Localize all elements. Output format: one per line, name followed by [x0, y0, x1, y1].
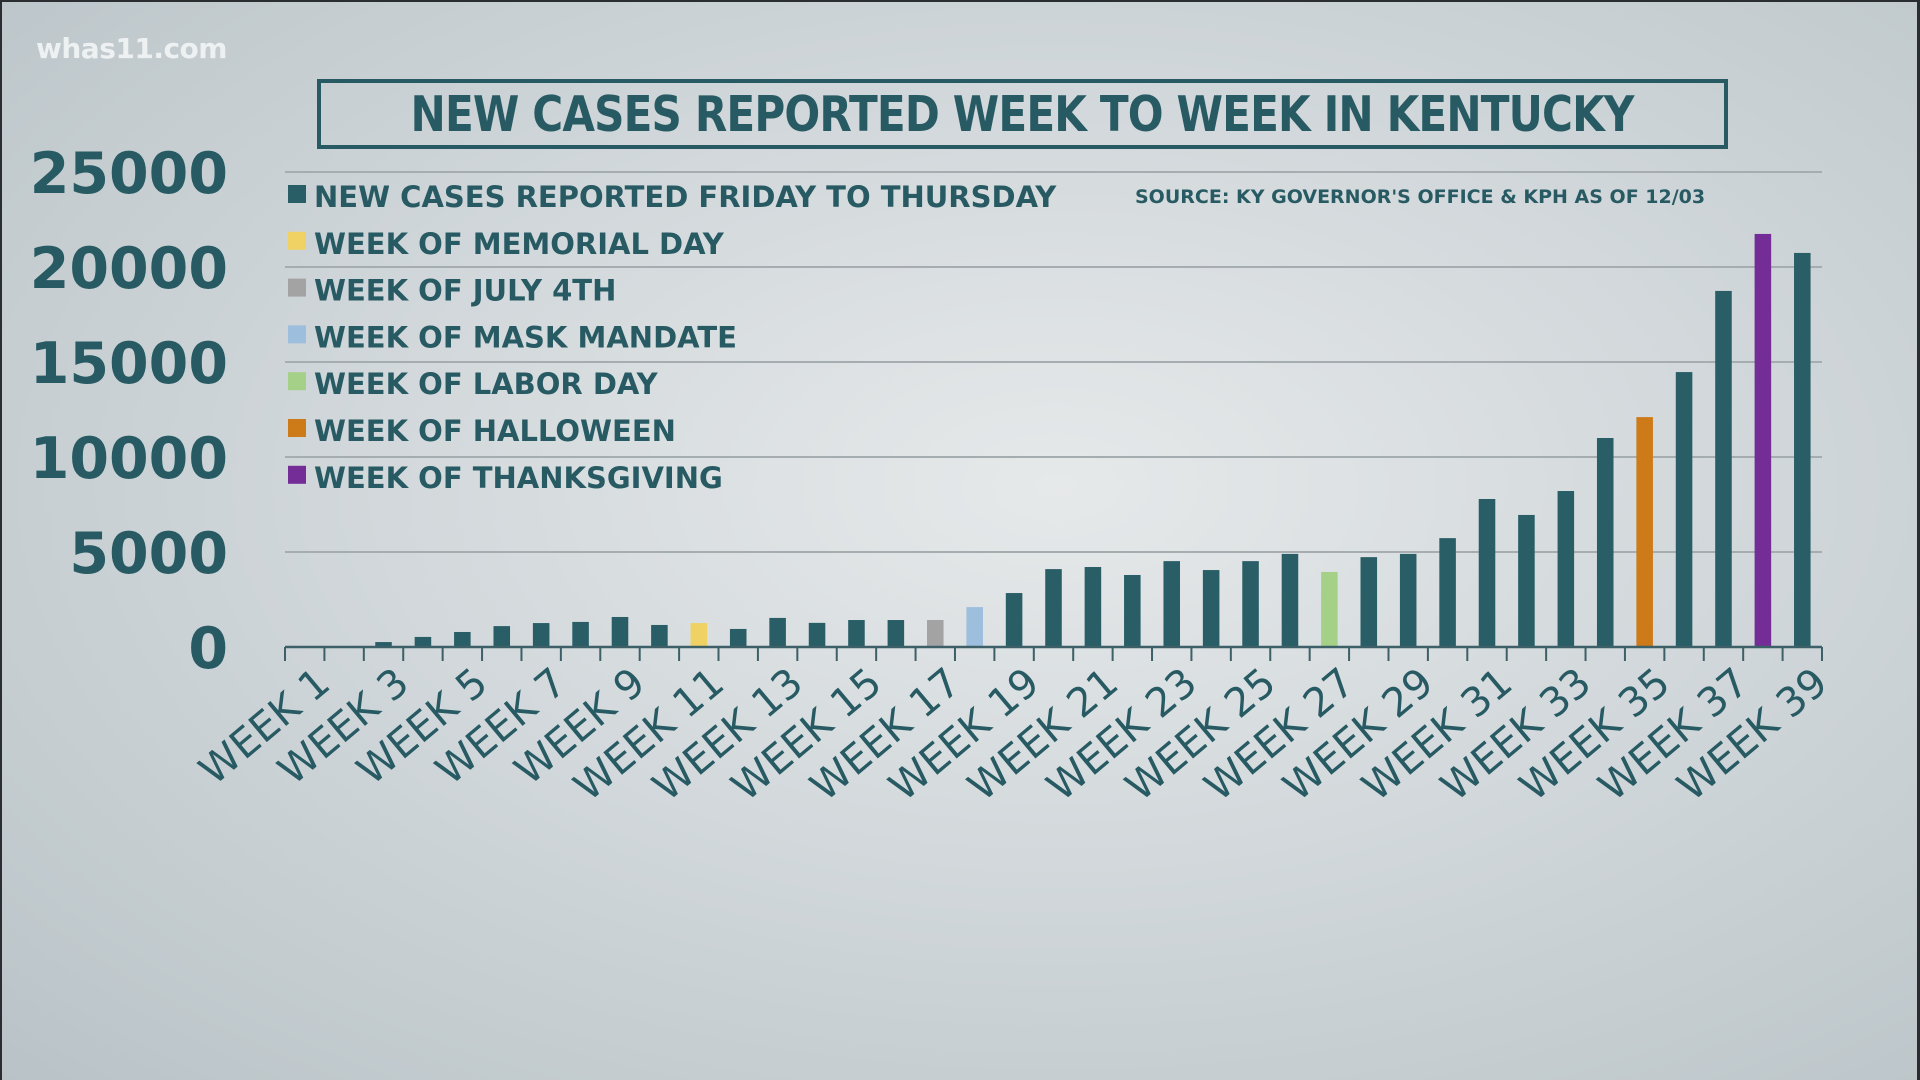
legend-swatch	[288, 372, 306, 391]
legend-label: WEEK OF MEMORIAL DAY	[314, 227, 725, 261]
y-tick-label: 5000	[69, 521, 228, 587]
legend-item-memorial: WEEK OF MEMORIAL DAY	[288, 227, 725, 261]
legend-swatch	[288, 231, 306, 250]
bar-week-36	[1675, 372, 1693, 647]
bar-week-31	[1478, 498, 1496, 647]
chart-title: NEW CASES REPORTED WEEK TO WEEK IN KENTU…	[411, 85, 1635, 143]
bar-week-9	[611, 616, 629, 647]
legend-label: WEEK OF MASK MANDATE	[314, 320, 737, 354]
station-watermark: whas11.com	[36, 32, 227, 65]
legend-label: WEEK OF JULY 4TH	[314, 274, 616, 308]
y-tick-label: 0	[188, 616, 228, 682]
bar-week-8	[572, 621, 589, 647]
bar-week-27	[1321, 571, 1338, 647]
bar-week-3	[375, 642, 392, 647]
bar-week-23	[1163, 561, 1181, 647]
bar-week-18	[966, 607, 983, 647]
bar-week-34	[1596, 438, 1614, 647]
bar-week-22	[1124, 574, 1141, 647]
bar-week-25	[1242, 561, 1259, 647]
chart-title-box: NEW CASES REPORTED WEEK TO WEEK IN KENTU…	[317, 79, 1728, 149]
y-tick-label: 10000	[30, 426, 228, 492]
chart-legend: NEW CASES REPORTED FRIDAY TO THURSDAY WEE…	[288, 180, 1057, 495]
bar-week-6	[493, 626, 511, 647]
bar-week-33	[1557, 491, 1575, 647]
bar-week-13	[769, 617, 786, 647]
y-tick-label: 20000	[30, 236, 228, 302]
x-axis	[284, 645, 1823, 661]
bars	[375, 233, 1811, 647]
legend-swatch	[288, 419, 306, 437]
legend-item-july4: WEEK OF JULY 4TH	[288, 274, 616, 308]
legend-label: WEEK OF HALLOWEEN	[314, 414, 676, 448]
bar-week-11	[690, 623, 708, 647]
legend-swatch	[288, 325, 306, 344]
bar-week-17	[926, 620, 944, 647]
bar-week-12	[729, 628, 747, 647]
bar-week-15	[848, 620, 865, 647]
bar-week-7	[532, 623, 550, 647]
bar-week-28	[1360, 557, 1378, 647]
bar-week-14	[808, 622, 826, 647]
bar-week-32	[1518, 514, 1535, 647]
bar-week-10	[651, 624, 668, 647]
bar-week-4	[414, 636, 432, 647]
y-tick-label: 25000	[30, 141, 228, 207]
legend-swatch	[288, 465, 306, 484]
bar-week-30	[1439, 538, 1456, 647]
legend-item-halloween: WEEK OF HALLOWEEN	[288, 414, 676, 448]
legend-swatch	[288, 278, 306, 297]
bar-week-20	[1045, 569, 1062, 647]
frame-edge-right	[1917, 0, 1920, 1080]
legend-label: WEEK OF LABOR DAY	[314, 367, 659, 401]
legend-item-thanksgiving: WEEK OF THANKSGIVING	[288, 461, 723, 495]
bar-week-16	[887, 620, 905, 647]
bar-week-21	[1084, 567, 1102, 647]
bar-week-26	[1281, 553, 1299, 647]
legend-item-regular: NEW CASES REPORTED FRIDAY TO THURSDAY	[288, 180, 1057, 214]
bar-week-39	[1794, 252, 1811, 647]
legend-label: NEW CASES REPORTED FRIDAY TO THURSDAY	[314, 180, 1057, 214]
legend-swatch	[288, 185, 306, 203]
bar-week-19	[1005, 593, 1023, 647]
bar-week-38	[1754, 233, 1772, 647]
bar-week-37	[1715, 290, 1732, 647]
bar-week-29	[1399, 553, 1417, 647]
bar-week-35	[1636, 417, 1653, 647]
legend-item-labor: WEEK OF LABOR DAY	[288, 367, 659, 401]
gridlines	[285, 171, 1822, 553]
frame-edge-top	[0, 0, 1920, 2]
frame-edge-left	[0, 0, 2, 1080]
legend-item-mask: WEEK OF MASK MANDATE	[288, 320, 737, 354]
bar-week-5	[454, 631, 471, 647]
y-axis-tick-labels: 0 5000 10000 15000 20000 25000	[30, 141, 228, 682]
source-note: SOURCE: KY GOVERNOR'S OFFICE & KPH AS OF…	[1135, 186, 1705, 208]
legend-label: WEEK OF THANKSGIVING	[314, 461, 723, 495]
bar-week-24	[1202, 570, 1220, 647]
y-tick-label: 15000	[30, 331, 228, 397]
